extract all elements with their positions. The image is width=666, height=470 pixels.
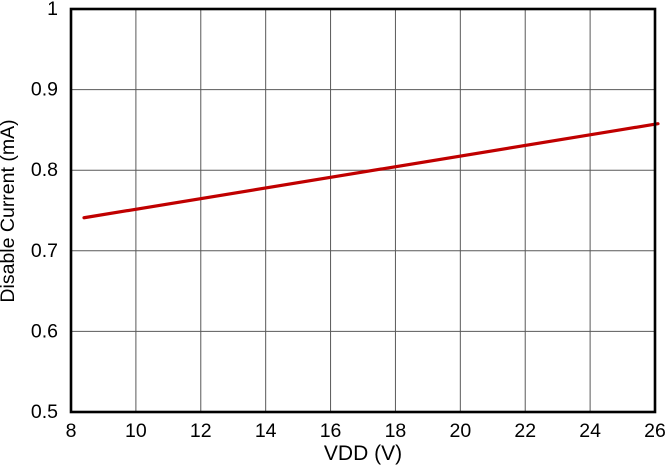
svg-text:0.8: 0.8: [31, 159, 58, 181]
svg-text:0.7: 0.7: [31, 240, 58, 262]
svg-text:10: 10: [125, 420, 147, 442]
svg-text:24: 24: [579, 420, 601, 442]
svg-text:26: 26: [644, 420, 666, 442]
svg-text:22: 22: [514, 420, 536, 442]
svg-text:Disable Current (mA): Disable Current (mA): [0, 119, 19, 302]
svg-text:VDD (V): VDD (V): [324, 442, 402, 465]
svg-text:1: 1: [47, 0, 58, 20]
svg-text:14: 14: [255, 420, 277, 442]
svg-text:12: 12: [190, 420, 212, 442]
svg-text:8: 8: [66, 420, 77, 442]
svg-text:0.9: 0.9: [31, 79, 58, 101]
svg-text:18: 18: [385, 420, 407, 442]
svg-text:0.6: 0.6: [31, 320, 58, 342]
svg-text:16: 16: [320, 420, 342, 442]
svg-text:0.5: 0.5: [31, 401, 58, 423]
svg-text:20: 20: [449, 420, 471, 442]
